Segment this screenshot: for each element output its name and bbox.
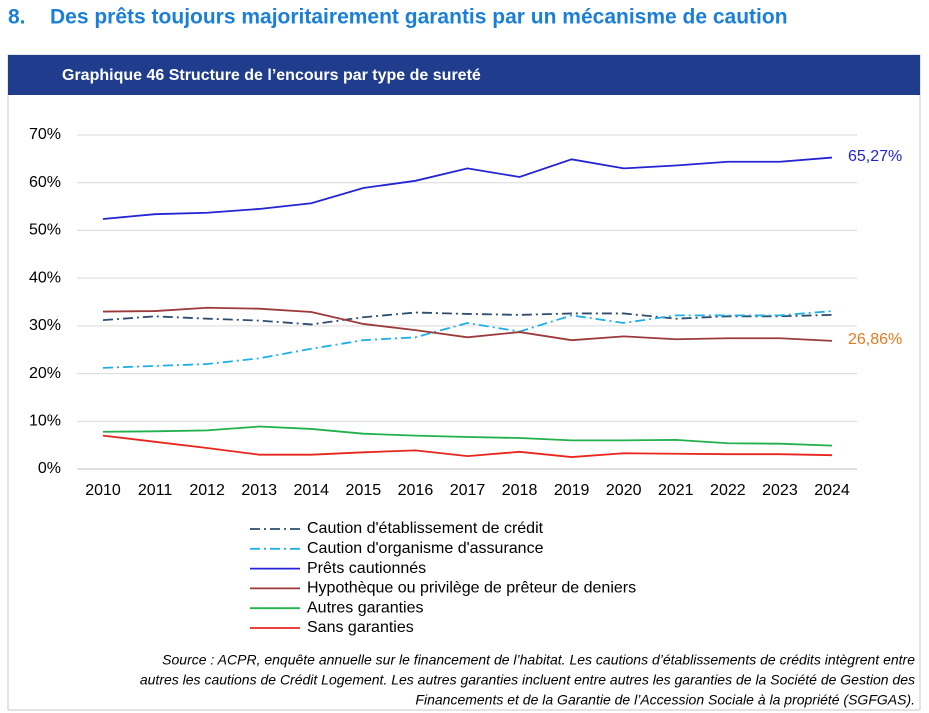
y-tick-label: 20%	[29, 365, 61, 382]
source-note: autres les cautions de Crédit Logement. …	[140, 672, 915, 688]
y-tick-label: 0%	[38, 460, 61, 477]
heading-number: 8.	[8, 6, 26, 29]
legend-label: Sans garanties	[307, 619, 414, 636]
legend-label: Caution d'établissement de crédit	[307, 520, 544, 537]
source-note: Financements et de la Garantie de l’Acce…	[415, 692, 915, 708]
x-tick-label: 2017	[450, 482, 486, 499]
series-line	[102, 156, 833, 220]
y-tick-label: 60%	[29, 174, 61, 191]
x-tick-label: 2010	[85, 482, 121, 499]
x-tick-label: 2011	[138, 482, 173, 499]
chart-title: Graphique 46 Structure de l’encours par …	[62, 67, 481, 84]
x-tick-label: 2019	[554, 482, 590, 499]
y-tick-label: 40%	[29, 269, 61, 286]
y-tick-label: 70%	[29, 126, 61, 143]
y-tick-label: 10%	[29, 413, 61, 430]
series-line	[102, 434, 833, 458]
legend-label: Hypothèque ou privilège de prêteur de de…	[307, 580, 636, 597]
x-tick-label: 2015	[346, 482, 382, 499]
x-tick-label: 2022	[710, 482, 746, 499]
x-tick-label: 2016	[398, 482, 434, 499]
x-tick-label: 2023	[762, 482, 798, 499]
title-bar	[8, 55, 920, 95]
legend-label: Prêts cautionnés	[307, 560, 426, 577]
series-line	[102, 306, 833, 342]
value-label: 26,86%	[848, 331, 902, 348]
legend-label: Caution d'organisme d'assurance	[307, 540, 544, 557]
x-tick-label: 2014	[293, 482, 329, 499]
chart-frame	[7, 54, 921, 711]
x-tick-label: 2024	[814, 482, 850, 499]
x-tick-label: 2013	[241, 482, 277, 499]
series-line	[102, 425, 833, 447]
x-tick-label: 2021	[658, 482, 694, 499]
value-label: 65,27%	[848, 148, 902, 165]
heading-title: Des prêts toujours majoritairement garan…	[50, 6, 788, 29]
series-line	[102, 311, 833, 326]
y-tick-label: 30%	[29, 317, 61, 334]
legend-label: Autres garanties	[307, 599, 424, 616]
x-tick-label: 2018	[502, 482, 538, 499]
source-note: Source : ACPR, enquête annuelle sur le f…	[162, 652, 915, 668]
x-tick-label: 2020	[606, 482, 642, 499]
x-tick-label: 2012	[189, 482, 225, 499]
y-tick-label: 50%	[29, 222, 61, 239]
series-line	[102, 310, 833, 369]
